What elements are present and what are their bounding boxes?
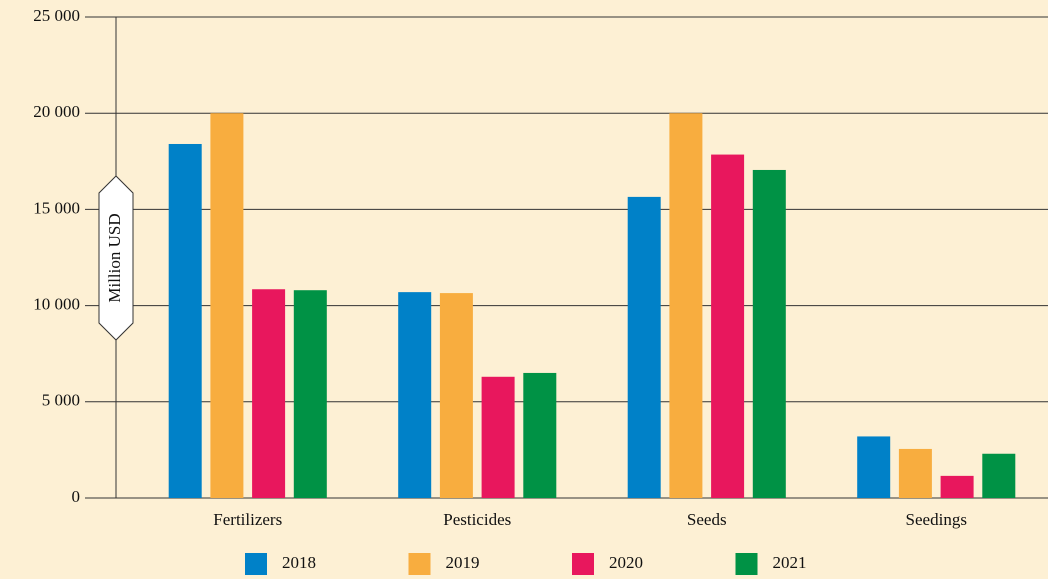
bar	[398, 292, 432, 498]
bar	[293, 290, 327, 498]
bar	[627, 196, 661, 499]
y-tick-label: 0	[72, 487, 81, 506]
bar	[481, 376, 515, 498]
bar	[168, 143, 202, 498]
y-axis-label: Million USD	[105, 213, 124, 302]
y-axis-label-badge: Million USD	[98, 175, 134, 341]
x-tick-label: Seedings	[906, 510, 967, 529]
y-tick-label: 25 000	[33, 6, 80, 25]
legend-label: 2020	[609, 553, 643, 572]
bar	[439, 293, 473, 498]
bar	[752, 169, 786, 498]
bar	[523, 372, 557, 498]
legend-swatch	[408, 553, 431, 575]
legend-label: 2018	[282, 553, 316, 572]
bar	[252, 289, 286, 498]
y-tick-label: 5 000	[42, 391, 80, 410]
x-tick-label: Seeds	[687, 510, 727, 529]
legend-swatch	[572, 553, 594, 575]
y-tick-label: 20 000	[33, 102, 80, 121]
y-tick-label: 10 000	[33, 295, 80, 314]
legend-swatch	[735, 553, 758, 575]
bar	[898, 448, 932, 498]
x-tick-label: Pesticides	[443, 510, 511, 529]
bar	[940, 475, 974, 498]
legend-label: 2021	[773, 553, 807, 572]
legend-swatch	[245, 553, 267, 575]
bar	[711, 154, 745, 499]
x-tick-label: Fertilizers	[213, 510, 282, 529]
legend-label: 2019	[446, 553, 480, 572]
bar	[982, 453, 1016, 498]
bar	[210, 113, 244, 498]
y-tick-label: 15 000	[33, 198, 80, 217]
bar	[669, 113, 703, 498]
bar	[857, 436, 891, 498]
badge-shape	[98, 175, 134, 341]
